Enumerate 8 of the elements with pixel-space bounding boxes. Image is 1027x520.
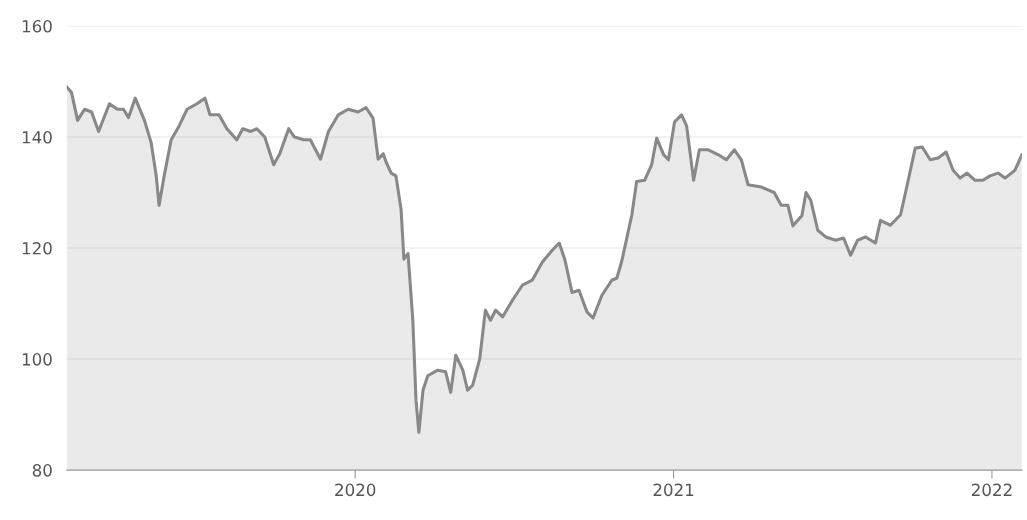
- y-tick-label: 80: [32, 464, 52, 477]
- y-tick-label: 140: [22, 130, 52, 144]
- x-tick-label: 2021: [653, 483, 694, 497]
- y-tick-label: 100: [22, 353, 52, 366]
- x-tick-label: 2020: [335, 483, 376, 497]
- y-tick-label: 160: [22, 19, 52, 33]
- x-tick-label: 2022: [971, 483, 1012, 497]
- y-tick-label: 120: [22, 242, 52, 255]
